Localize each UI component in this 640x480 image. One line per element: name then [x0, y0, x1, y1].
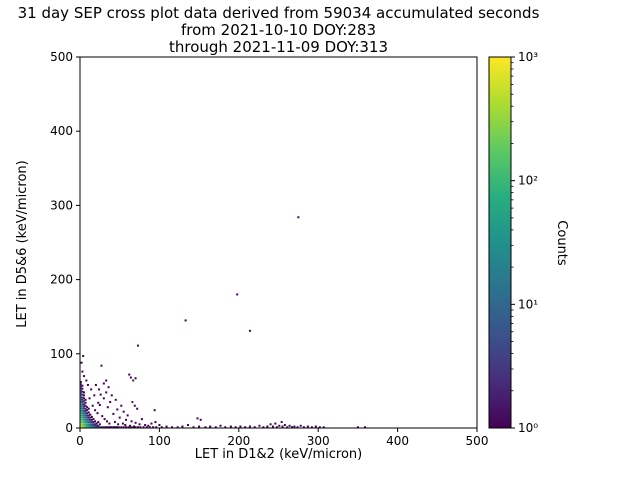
colorbar-label: Counts	[554, 220, 569, 266]
x-tick-label: 200	[227, 434, 250, 448]
colorbar-tick-label: 10²	[518, 174, 538, 188]
scatter-points-layer	[79, 216, 367, 429]
x-axis-label: LET in D1&2 (keV/micron)	[194, 447, 363, 462]
y-tick-label: 200	[50, 273, 73, 287]
x-tick-label: 500	[466, 434, 489, 448]
x-tick-label: 400	[386, 434, 409, 448]
colorbar-tick-label: 10¹	[518, 297, 538, 311]
y-tick-label: 100	[50, 347, 73, 361]
y-tick-label: 500	[50, 50, 73, 64]
chart-title-line1: 31 day SEP cross plot data derived from …	[17, 4, 540, 22]
y-tick-label: 400	[50, 124, 73, 138]
chart-title-line3: through 2021-11-09 DOY:313	[168, 38, 389, 56]
y-axis-label: LET in D5&6 (keV/micron)	[15, 160, 30, 328]
x-axis-ticks: 0 100 200 300 400 500	[76, 428, 488, 448]
colorbar-tick-label: 10⁰	[518, 421, 538, 435]
y-tick-label: 300	[50, 198, 73, 212]
x-tick-label: 300	[307, 434, 330, 448]
x-tick-label: 0	[76, 434, 84, 448]
y-axis-ticks: 0 100 200 300 400 500	[50, 50, 80, 435]
chart-title-line2: from 2021-10-10 DOY:283	[180, 21, 376, 39]
x-tick-label: 100	[148, 434, 171, 448]
chart-title: 31 day SEP cross plot data derived from …	[0, 5, 557, 56]
y-tick-label: 0	[65, 421, 73, 435]
axes-frame	[79, 56, 478, 429]
colorbar: 10⁰ 10¹ 10² 10³	[488, 50, 538, 435]
colorbar-tick-label: 10³	[518, 50, 538, 64]
